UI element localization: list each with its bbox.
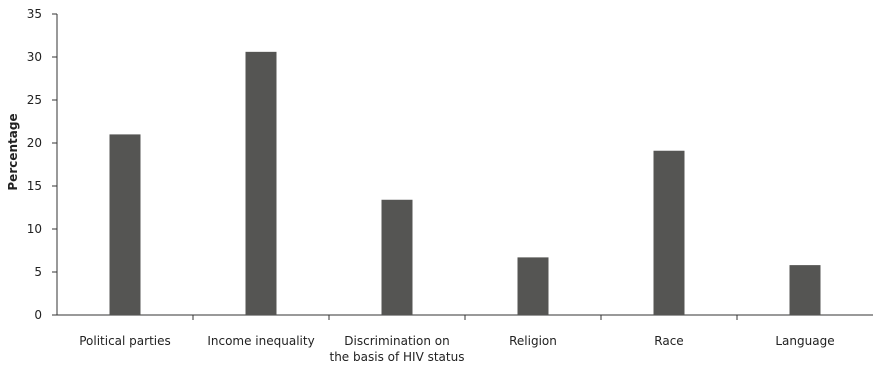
y-tick-label: 35 <box>27 7 42 21</box>
x-tick-label: Discrimination on the basis of HIV status <box>330 334 465 364</box>
bar <box>245 51 277 316</box>
y-tick-label: 30 <box>27 50 42 64</box>
bar <box>381 199 413 315</box>
x-tick-label: Political parties <box>79 334 171 348</box>
x-axis <box>57 314 873 320</box>
y-tick-label: 5 <box>34 265 42 279</box>
x-tick-label: Religion <box>509 334 557 348</box>
y-tick-label: 15 <box>27 179 42 193</box>
bar <box>517 257 549 315</box>
bars <box>109 51 821 316</box>
x-tick-label: Income inequality <box>207 334 314 348</box>
y-tick-label: 0 <box>34 308 42 322</box>
category-labels: Political parties Income inequality Discri… <box>79 334 834 364</box>
bar <box>789 265 821 315</box>
y-tick-label: 10 <box>27 222 42 236</box>
x-tick-label: Race <box>654 334 683 348</box>
y-tick-label: 25 <box>27 93 42 107</box>
y-axis-title: Percentage <box>6 113 20 190</box>
bar <box>653 150 685 315</box>
x-tick-label: Language <box>775 334 834 348</box>
y-axis: 0 5 10 15 20 25 30 35 <box>27 7 58 322</box>
bar <box>109 134 141 315</box>
y-tick-label: 20 <box>27 136 42 150</box>
